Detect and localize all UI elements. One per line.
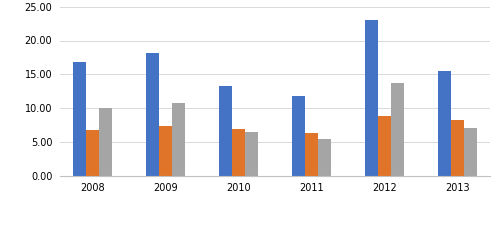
Bar	[245, 132, 258, 176]
Bar	[219, 86, 232, 176]
Bar	[159, 126, 172, 176]
Bar	[232, 129, 245, 176]
Bar	[172, 103, 186, 176]
Bar	[318, 139, 331, 176]
Bar	[378, 116, 391, 176]
Bar	[391, 83, 404, 176]
Bar	[450, 120, 464, 176]
Bar	[146, 53, 159, 176]
Bar	[86, 130, 100, 176]
Bar	[464, 128, 477, 176]
Bar	[364, 20, 378, 176]
Bar	[292, 96, 305, 176]
Bar	[305, 133, 318, 176]
Bar	[73, 62, 86, 176]
Bar	[100, 108, 112, 176]
Bar	[438, 71, 450, 176]
